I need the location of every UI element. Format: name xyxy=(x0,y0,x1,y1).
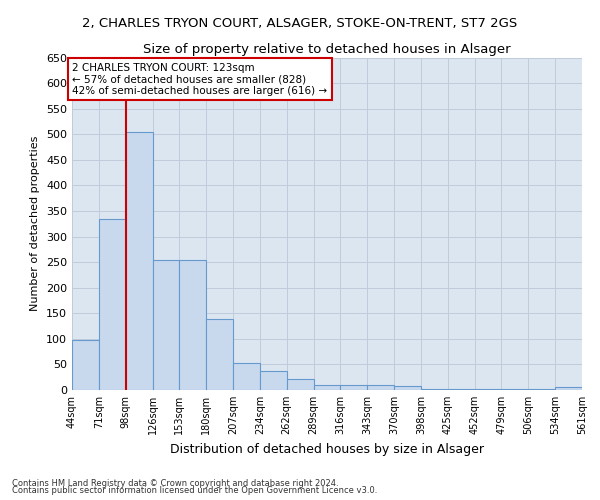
Bar xyxy=(529,389,555,390)
Bar xyxy=(367,385,394,390)
Bar xyxy=(394,386,421,390)
Bar xyxy=(99,218,125,390)
Bar xyxy=(260,371,287,390)
Bar xyxy=(287,378,314,390)
Bar xyxy=(233,363,260,390)
Text: 2 CHARLES TRYON COURT: 123sqm
← 57% of detached houses are smaller (828)
42% of : 2 CHARLES TRYON COURT: 123sqm ← 57% of d… xyxy=(72,62,328,96)
Bar xyxy=(448,389,475,390)
Text: 2, CHARLES TRYON COURT, ALSAGER, STOKE-ON-TRENT, ST7 2GS: 2, CHARLES TRYON COURT, ALSAGER, STOKE-O… xyxy=(82,18,518,30)
Bar xyxy=(475,389,502,390)
Text: Contains public sector information licensed under the Open Government Licence v3: Contains public sector information licen… xyxy=(12,486,377,495)
Bar xyxy=(72,340,99,390)
Text: Contains HM Land Registry data © Crown copyright and database right 2024.: Contains HM Land Registry data © Crown c… xyxy=(12,478,338,488)
Title: Size of property relative to detached houses in Alsager: Size of property relative to detached ho… xyxy=(143,44,511,57)
Bar xyxy=(314,385,340,390)
Bar xyxy=(125,132,152,390)
Bar xyxy=(421,389,448,390)
Bar xyxy=(340,385,367,390)
Bar xyxy=(555,388,582,390)
Bar xyxy=(179,260,206,390)
X-axis label: Distribution of detached houses by size in Alsager: Distribution of detached houses by size … xyxy=(170,442,484,456)
Bar xyxy=(206,320,233,390)
Bar xyxy=(152,260,179,390)
Bar xyxy=(502,389,529,390)
Y-axis label: Number of detached properties: Number of detached properties xyxy=(31,136,40,312)
